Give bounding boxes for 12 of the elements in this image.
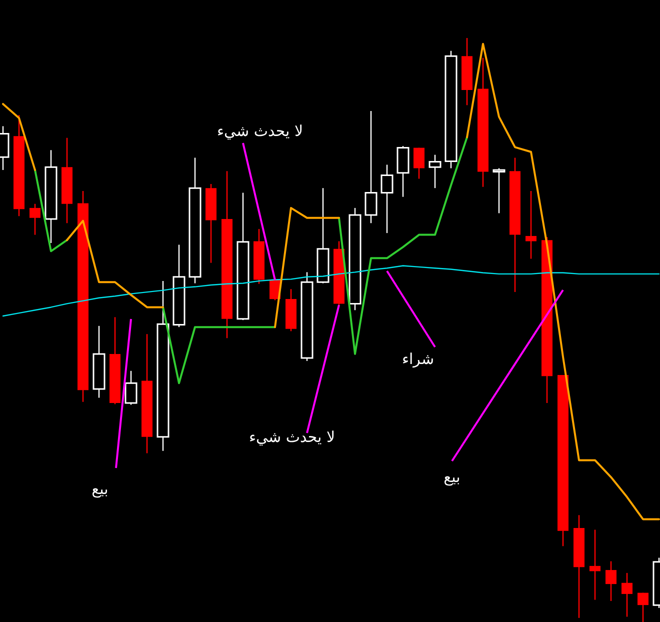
candlestick — [606, 560, 616, 602]
annotation: بيع — [444, 468, 460, 486]
candlestick — [526, 190, 536, 260]
candlestick — [638, 592, 648, 622]
annotation: لا يحدث شيء — [248, 428, 336, 446]
candlestick — [622, 572, 632, 618]
annotation: شراء — [402, 350, 434, 368]
annotation: لا يحدث شيء — [216, 122, 304, 140]
annotation: بيع — [92, 480, 108, 498]
candlestick — [590, 529, 600, 600]
candlestick — [414, 147, 424, 180]
candlestick — [30, 203, 40, 236]
